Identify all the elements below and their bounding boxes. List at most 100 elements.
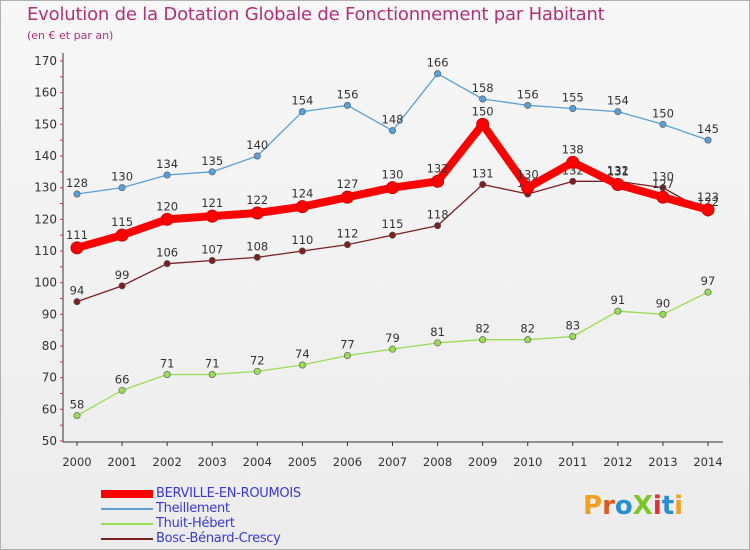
y-tick-label: 130 [34,181,57,195]
data-point-theillement [569,105,577,113]
data-label-berville-en-roumois: 130 [517,168,539,182]
legend-label: Bosc-Bénard-Crescy [156,531,281,546]
x-tick-label: 2008 [423,455,452,469]
data-point-berville-en-roumois [611,178,625,191]
data-label-thuit-h-bert: 79 [385,331,400,345]
y-tick-label: 150 [34,117,57,131]
data-point-theillement [208,168,216,176]
data-point-thuit-h-bert [434,339,442,347]
data-point-thuit-h-bert [73,412,81,420]
data-label-thuit-h-bert: 97 [701,274,716,288]
data-label-theillement: 150 [652,106,674,120]
chart-title: Evolution de la Dotation Globale de Fonc… [27,4,605,25]
data-label-berville-en-roumois: 132 [427,161,449,175]
data-point-thuit-h-bert [163,370,171,378]
data-label-bosc-b-nard-crescy: 94 [70,284,85,298]
logo-letter: X [632,491,653,521]
data-point-bosc-b-nard-crescy [298,247,306,255]
y-tick-label: 170 [34,54,57,68]
data-point-bosc-b-nard-crescy [73,298,81,306]
y-tick-label: 160 [34,86,57,100]
data-point-theillement [659,120,667,128]
data-point-theillement [73,190,81,198]
data-label-berville-en-roumois: 123 [697,190,719,204]
x-tick-label: 2011 [558,455,587,469]
data-point-thuit-h-bert [208,370,216,378]
legend-label: BERVILLE-EN-ROUMOIS [156,486,301,501]
data-label-bosc-b-nard-crescy: 132 [607,163,629,177]
data-label-theillement: 148 [382,113,404,127]
data-point-berville-en-roumois [115,228,129,242]
data-label-theillement: 134 [156,157,178,171]
data-point-thuit-h-bert [479,336,487,344]
data-point-theillement [524,101,532,109]
y-tick-label: 80 [42,339,57,353]
x-tick-label: 2012 [603,455,632,469]
data-label-bosc-b-nard-crescy: 118 [427,208,449,222]
data-point-thuit-h-bert [569,332,577,340]
data-label-theillement: 154 [607,94,629,108]
data-point-theillement [118,184,126,192]
data-point-bosc-b-nard-crescy [434,222,442,230]
data-point-berville-en-roumois [566,155,580,169]
data-label-theillement: 128 [66,176,88,190]
data-label-berville-en-roumois: 121 [201,196,223,210]
legend-swatch [101,538,153,540]
data-label-thuit-h-bert: 91 [611,293,626,307]
data-point-thuit-h-bert [388,345,396,353]
data-point-theillement [479,95,487,103]
data-point-thuit-h-bert [614,307,622,315]
data-point-theillement [253,152,261,160]
data-label-thuit-h-bert: 74 [295,347,310,361]
y-tick-label: 90 [42,307,57,321]
data-label-theillement: 135 [201,154,223,168]
y-tick-label: 110 [34,244,57,258]
data-label-thuit-h-bert: 82 [520,322,535,336]
x-tick-label: 2001 [107,455,136,469]
data-label-theillement: 156 [517,87,539,101]
data-label-thuit-h-bert: 72 [250,353,265,367]
data-point-berville-en-roumois [656,190,670,204]
data-label-theillement: 156 [336,87,358,101]
data-point-berville-en-roumois [205,209,219,223]
data-point-theillement [434,70,442,78]
y-tick-label: 50 [42,434,57,448]
data-label-thuit-h-bert: 71 [205,357,220,371]
data-point-berville-en-roumois [386,181,399,195]
data-label-bosc-b-nard-crescy: 115 [382,217,404,231]
data-label-berville-en-roumois: 131 [607,165,629,179]
data-label-berville-en-roumois: 115 [111,215,133,229]
data-point-thuit-h-bert [704,288,712,296]
data-label-berville-en-roumois: 138 [562,142,584,156]
x-tick-label: 2006 [333,455,362,469]
data-label-bosc-b-nard-crescy: 106 [156,246,178,260]
data-point-thuit-h-bert [524,336,532,344]
legend-swatch [101,508,153,510]
data-point-bosc-b-nard-crescy [163,260,171,268]
proxiti-logo: ProXiti [583,491,683,521]
x-tick-label: 2005 [288,455,317,469]
data-point-bosc-b-nard-crescy [479,181,487,189]
data-point-theillement [163,171,171,179]
data-point-bosc-b-nard-crescy [118,282,126,290]
data-point-berville-en-roumois [476,117,490,131]
data-label-thuit-h-bert: 77 [340,338,355,352]
y-tick-label: 100 [34,276,57,290]
data-label-berville-en-roumois: 150 [472,104,494,118]
data-point-berville-en-roumois [160,212,174,226]
data-label-bosc-b-nard-crescy: 110 [291,233,313,247]
legend-swatch [101,490,153,498]
data-point-berville-en-roumois [521,181,535,195]
x-tick-label: 2007 [378,455,407,469]
logo-letter: i [652,491,662,521]
logo-letter: r [602,491,615,521]
data-label-theillement: 158 [472,81,494,95]
data-point-berville-en-roumois [701,203,715,217]
y-tick-label: 60 [42,402,57,416]
data-point-berville-en-roumois [70,241,84,255]
data-label-thuit-h-bert: 81 [430,325,445,339]
data-label-theillement: 166 [427,56,449,70]
series-line-thuit-h-bert [76,291,709,417]
